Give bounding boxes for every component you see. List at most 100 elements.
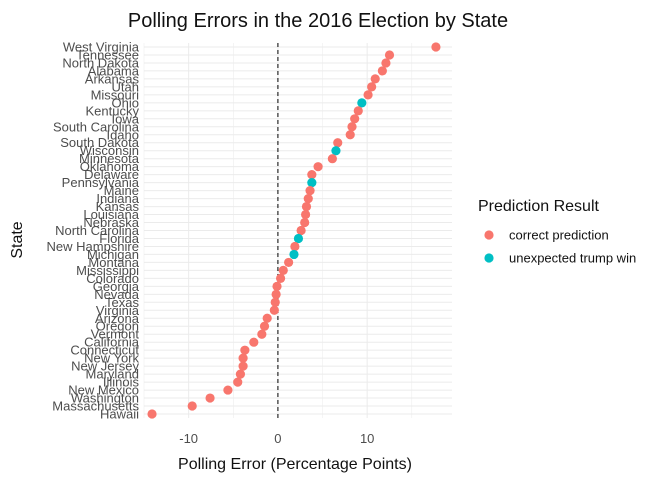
point-colorado [275, 273, 286, 283]
point-oklahoma [313, 162, 323, 172]
state-label: New York [84, 351, 139, 366]
state-label: Nebraska [83, 215, 139, 230]
state-label: Iowa [112, 111, 140, 126]
x-tick-label: 0 [274, 431, 281, 446]
legend-label: correct prediction [509, 228, 609, 243]
state-label: California [84, 335, 140, 350]
state-label: Texas [105, 295, 139, 310]
point-illinois [233, 377, 243, 387]
state-label: Vermont [91, 327, 140, 342]
point-nebraska [300, 217, 310, 228]
state-label: Alabama [88, 63, 140, 78]
point-kentucky [353, 106, 363, 116]
state-label: Massachusetts [52, 399, 139, 414]
point-georgia [272, 281, 282, 291]
point-tennessee [384, 50, 395, 60]
state-label: South Carolina [53, 119, 140, 134]
state-label: Oklahoma [80, 159, 140, 174]
x-axis-title: Polling Error (Percentage Points) [178, 456, 412, 473]
state-label: Oregon [96, 319, 139, 334]
point-washington [205, 393, 215, 403]
point-virginia [269, 305, 279, 315]
point-new-jersey [238, 361, 248, 371]
point-connecticut [240, 345, 250, 355]
point-michigan [289, 249, 299, 260]
point-nevada [271, 289, 281, 299]
state-label: New Mexico [68, 383, 139, 398]
state-label: Minnesota [79, 151, 140, 166]
point-north-carolina [296, 225, 306, 236]
x-tick-label: -10 [179, 431, 198, 446]
state-label: Arkansas [85, 71, 140, 86]
state-label: Michigan [87, 247, 139, 262]
point-indiana [303, 193, 313, 204]
state-label: Virginia [96, 303, 140, 318]
point-missouri [363, 90, 373, 100]
point-montana [284, 257, 294, 268]
state-label: Montana [88, 255, 139, 270]
state-label: Wisconsin [80, 143, 139, 158]
point-massachusetts [187, 401, 197, 411]
x-tick-label: 10 [360, 431, 374, 446]
state-label: Idaho [106, 127, 139, 142]
y-axis-title: State [9, 221, 26, 258]
data-points [147, 42, 441, 419]
legend-key-unexpected [484, 253, 494, 263]
state-label: North Carolina [55, 223, 140, 238]
legend: Prediction Result correct prediction unex… [478, 198, 636, 266]
point-utah [367, 82, 377, 92]
state-label: New Jersey [71, 359, 139, 374]
point-minnesota [327, 154, 337, 164]
point-pennsylvania [307, 178, 317, 188]
point-mississippi [278, 265, 288, 275]
state-label: Missouri [91, 87, 140, 102]
state-label: Connecticut [70, 343, 139, 358]
state-label: Maine [104, 183, 139, 198]
state-label: Washington [71, 391, 139, 406]
point-vermont [257, 329, 267, 339]
state-label: Delaware [84, 167, 139, 182]
point-south-carolina [347, 122, 357, 132]
state-label: Tennessee [76, 47, 139, 62]
point-arkansas [370, 74, 380, 84]
state-label: Hawaii [100, 407, 139, 422]
legend-title: Prediction Result [478, 198, 600, 215]
legend-key-correct [484, 230, 494, 240]
state-label: Kansas [96, 199, 140, 214]
point-wisconsin [331, 146, 341, 156]
x-tick-labels: -10 0 10 [179, 431, 374, 446]
state-label: West Virginia [63, 39, 140, 54]
legend-label: unexpected trump win [509, 251, 636, 266]
state-label: New Hampshire [47, 239, 139, 254]
state-label: Maryland [86, 367, 139, 382]
point-oregon [259, 321, 270, 331]
state-label: Florida [99, 231, 140, 246]
state-label: North Dakota [62, 55, 139, 70]
point-kansas [301, 201, 312, 212]
point-maryland [235, 369, 246, 379]
state-label: Colorado [86, 271, 139, 286]
point-maine [305, 186, 315, 196]
point-ohio [357, 98, 367, 108]
state-label: South Dakota [60, 135, 140, 150]
chart-title: Polling Errors in the 2016 Election by S… [128, 10, 508, 32]
state-label: Illinois [103, 375, 140, 390]
state-label: Kentucky [86, 103, 140, 118]
state-label: Arizona [95, 311, 140, 326]
state-label: Louisiana [83, 207, 139, 222]
point-west-virginia [431, 42, 441, 52]
point-california [249, 337, 259, 347]
state-label: Utah [112, 79, 139, 94]
grid-lines [143, 43, 452, 418]
point-north-dakota [381, 58, 391, 68]
state-label: Nevada [94, 287, 140, 302]
point-new-hampshire [290, 241, 300, 252]
point-florida [293, 233, 304, 244]
point-new-mexico [223, 385, 233, 395]
point-alabama [377, 66, 387, 76]
point-delaware [307, 170, 317, 180]
point-iowa [350, 114, 360, 124]
state-label: Indiana [96, 191, 139, 206]
